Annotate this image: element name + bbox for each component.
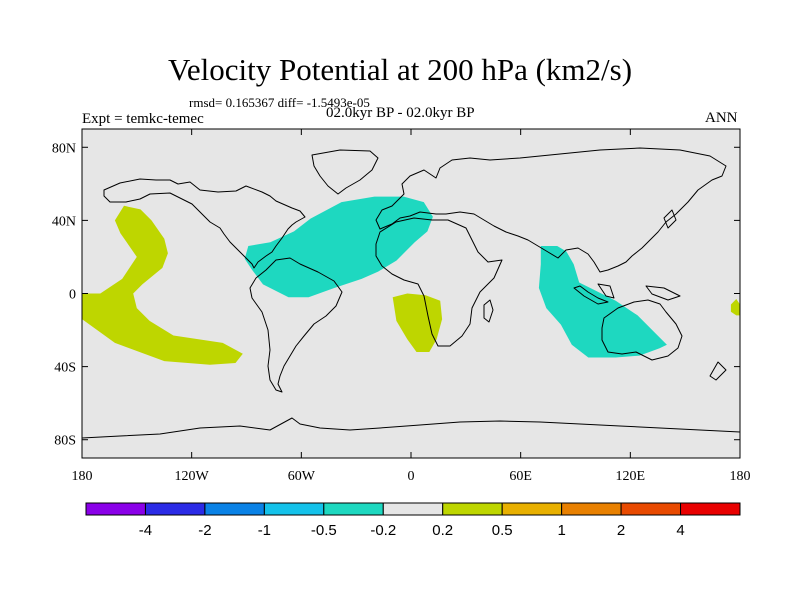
- lon-tick-label: 60W: [288, 469, 316, 484]
- coastline-eurasia: [375, 147, 727, 273]
- coastline-antarctica: [82, 417, 740, 439]
- coastline-madagascar: [483, 299, 494, 323]
- region-west-pacific-positive-edge: [730, 299, 740, 316]
- period-label: 02.0kyr BP - 02.0kyr BP: [326, 105, 475, 121]
- coastline-africa: [375, 217, 503, 347]
- region-south-atlantic-positive: [392, 293, 443, 352]
- colorbar-swatch: [680, 502, 741, 516]
- colorbar-label: -4: [139, 522, 152, 539]
- coastlines: [82, 147, 740, 439]
- lat-tick-label: 0: [69, 288, 76, 303]
- coastline-australia: [601, 299, 683, 361]
- coastline-new-zealand: [709, 361, 727, 381]
- colorbar-swatch: [382, 502, 444, 516]
- colorbar: [85, 502, 741, 516]
- colorbar-label: -0.2: [370, 522, 396, 539]
- colorbar-label: 2: [617, 522, 625, 539]
- colorbar-swatch: [620, 502, 682, 516]
- anomaly-regions: [82, 196, 740, 365]
- lon-tick-label: 180: [730, 469, 751, 484]
- colorbar-labels: -4 -2 -1 -0.5 -0.2 0.2 0.5 1 2 4: [139, 522, 685, 539]
- map-background: [82, 129, 740, 458]
- season-label: ANN: [705, 110, 738, 126]
- region-indian-ocean-negative: [538, 246, 667, 358]
- colorbar-label: 0.5: [492, 522, 513, 539]
- region-east-pacific-positive: [82, 205, 243, 365]
- colorbar-label: 0.2: [432, 522, 453, 539]
- plot-title: Velocity Potential at 200 hPa (km2/s): [167, 52, 633, 87]
- lat-tick-label: 80N: [52, 141, 76, 156]
- axis-tick-labels: 80N 40N 0 40S 80S 180 120W 60W 0 60E 120E 180: [52, 141, 751, 484]
- coastline-japan: [663, 209, 677, 229]
- colorbar-label: 4: [676, 522, 684, 539]
- lon-tick-label: 180: [72, 469, 93, 484]
- colorbar-label: -2: [198, 522, 211, 539]
- axis-ticks: [81, 129, 741, 458]
- lat-tick-label: 80S: [54, 434, 76, 449]
- lat-tick-label: 40S: [54, 361, 76, 376]
- coastline-north-america: [103, 178, 306, 269]
- colorbar-swatch: [501, 502, 563, 516]
- colorbar-label: -0.5: [311, 522, 337, 539]
- lat-tick-label: 40N: [52, 214, 76, 229]
- lon-tick-label: 120W: [175, 469, 210, 484]
- colorbar-swatch: [561, 502, 622, 516]
- colorbar-swatch: [442, 502, 503, 516]
- lon-tick-label: 60E: [509, 469, 532, 484]
- colorbar-swatch: [263, 502, 325, 516]
- colorbar-label: -1: [258, 522, 271, 539]
- coastline-south-america: [249, 257, 343, 393]
- colorbar-swatch: [144, 502, 206, 516]
- coastline-maritime-continent: [573, 283, 681, 305]
- colorbar-swatch: [204, 502, 265, 516]
- coastline-greenland: [311, 149, 379, 195]
- region-atlantic-negative: [244, 196, 433, 298]
- colorbar-label: 1: [557, 522, 565, 539]
- stats-line: rmsd= 0.165367 diff= -1.5493e-05: [189, 95, 370, 110]
- experiment-label: Expt = temkc-temec: [82, 111, 204, 127]
- colorbar-swatch: [323, 502, 384, 516]
- lon-tick-label: 120E: [616, 469, 646, 484]
- colorbar-swatch: [85, 502, 146, 516]
- lon-tick-label: 0: [408, 469, 415, 484]
